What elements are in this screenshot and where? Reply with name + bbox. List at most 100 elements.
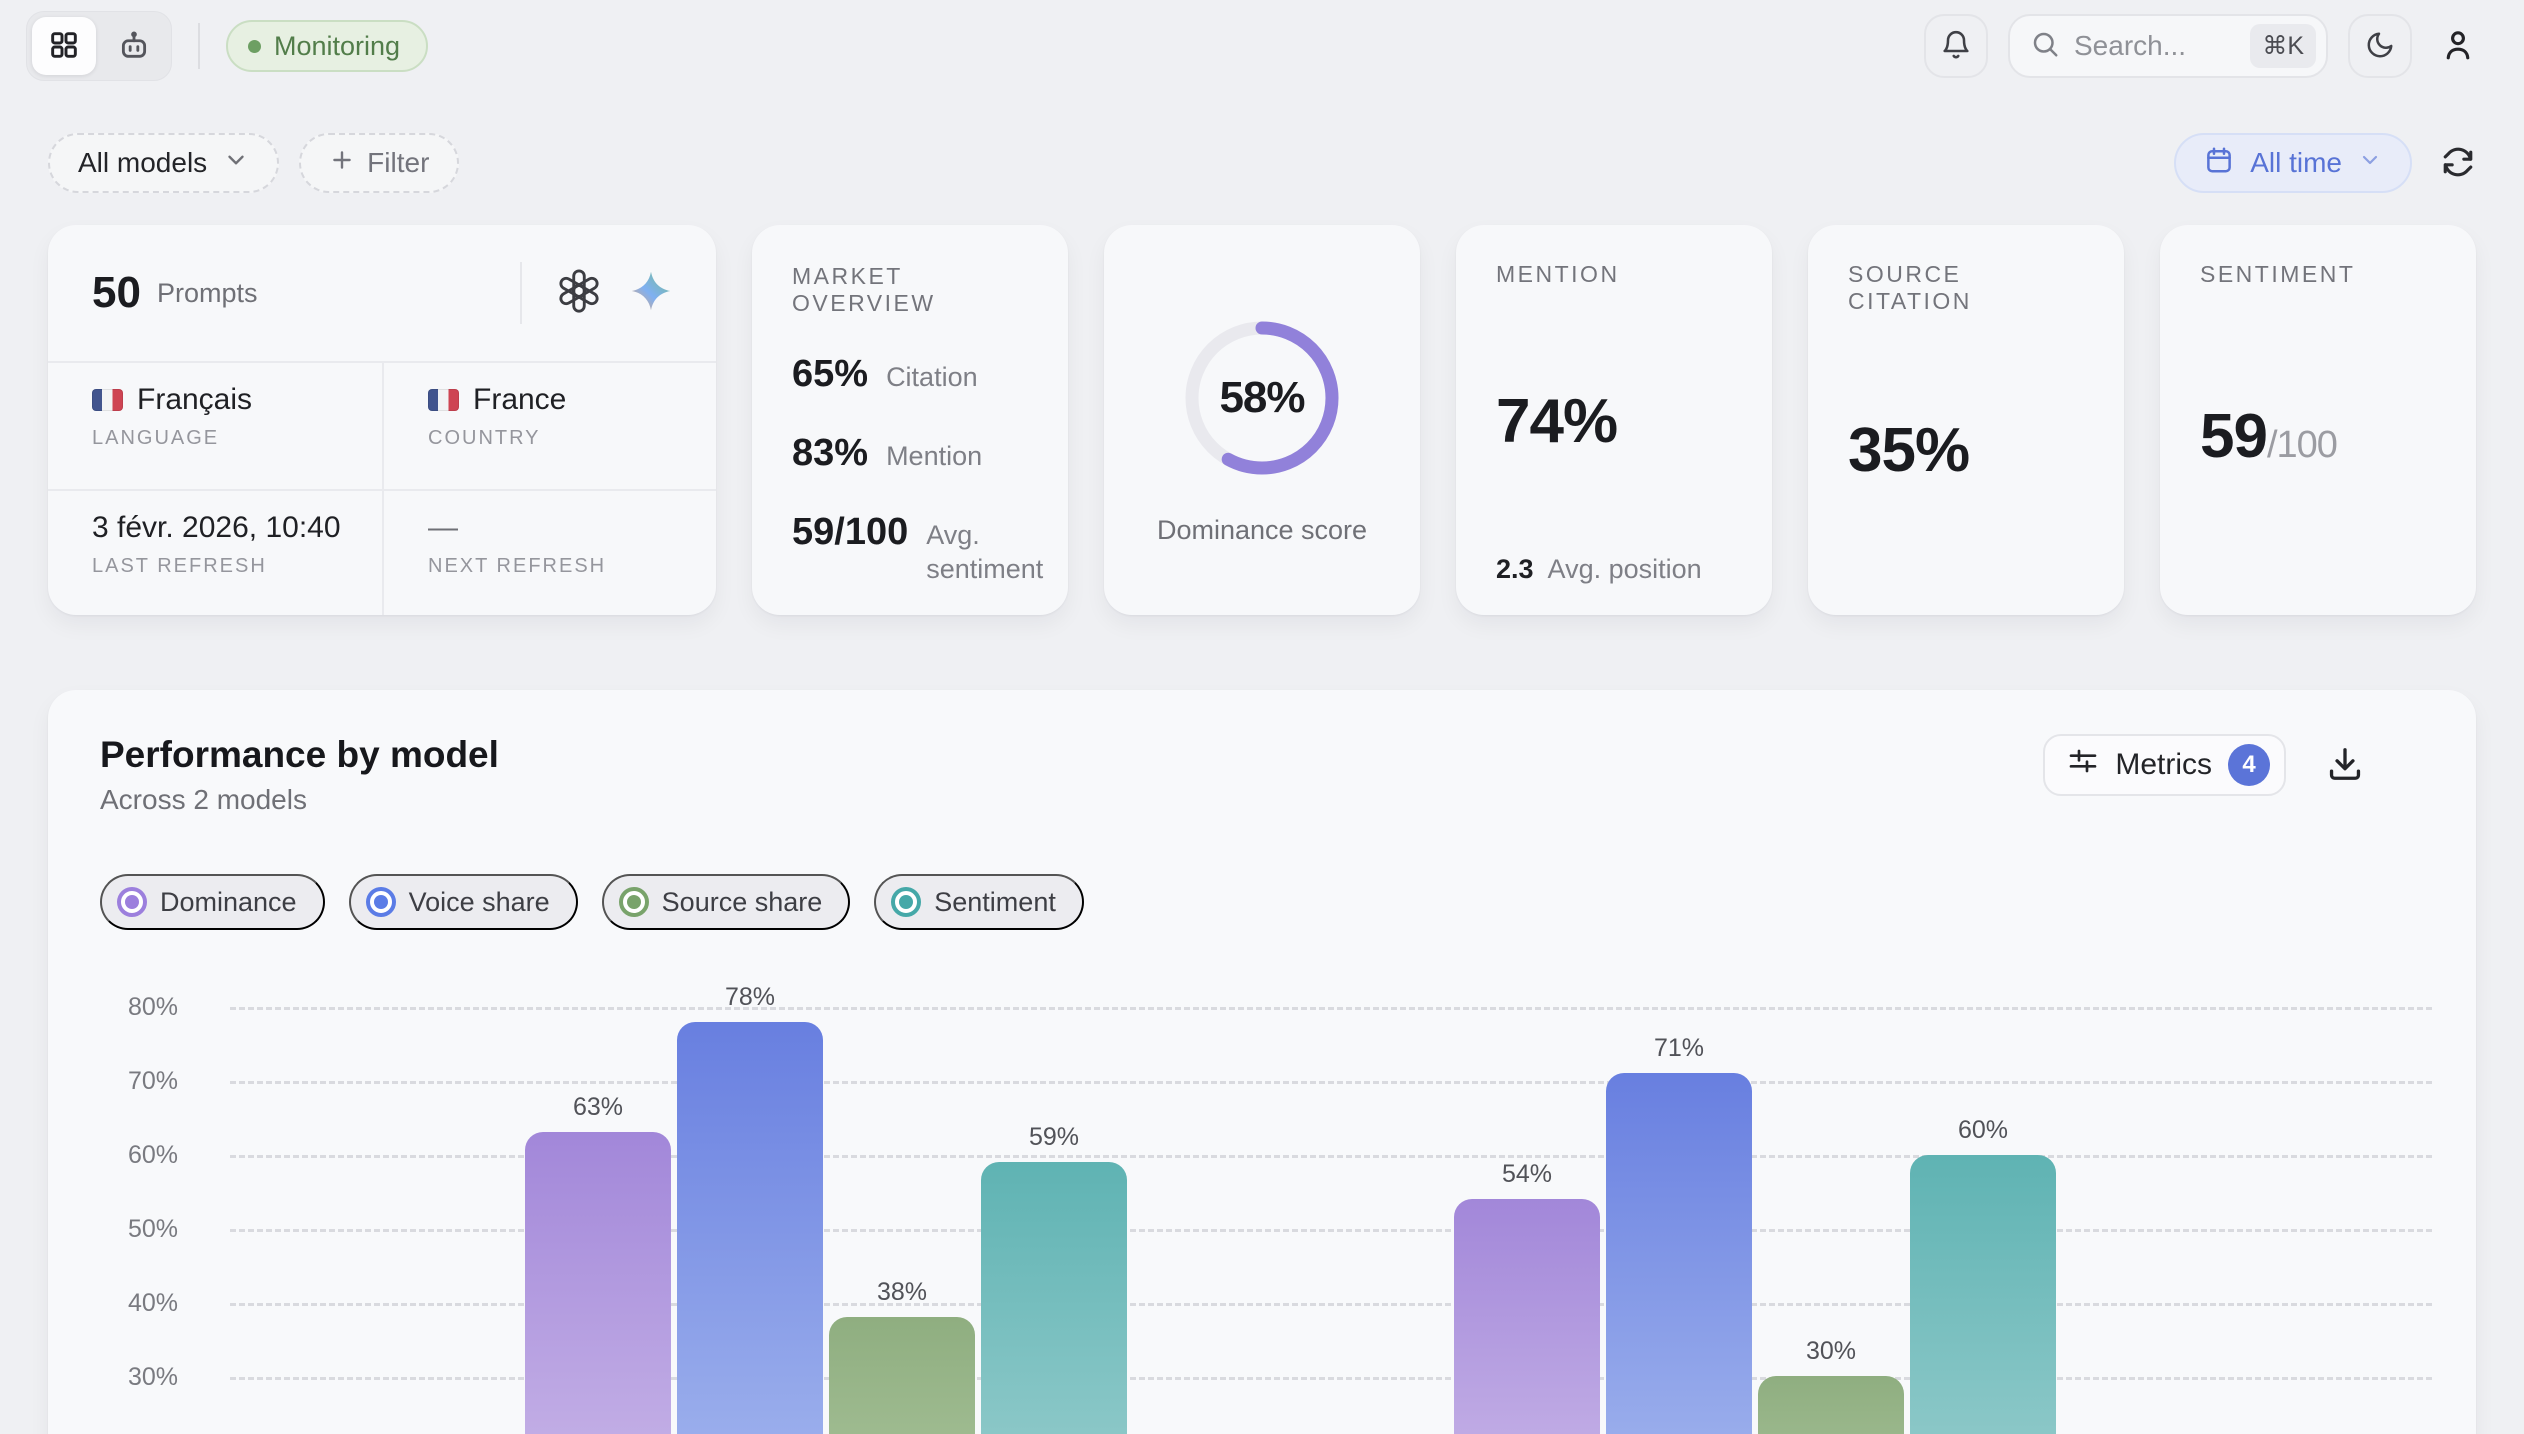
moon-icon (2365, 30, 2395, 63)
last-refresh-cell: 3 févr. 2026, 10:40 LAST REFRESH (48, 489, 382, 615)
performance-title: Performance by model (100, 734, 499, 775)
y-axis-tick: 30% (127, 1363, 178, 1391)
mention-value: 74% (1496, 386, 1618, 456)
time-range-value: All time (2250, 147, 2342, 178)
market-overview-title: MARKET OVERVIEW (792, 263, 936, 316)
sentiment-title: SENTIMENT (2200, 261, 2356, 287)
prompts-card-details: Français LANGUAGE France COUNTRY 3 févr.… (48, 363, 716, 615)
legend-dot-icon (117, 887, 147, 917)
chart-bar-voice-share[interactable] (677, 1021, 823, 1434)
country-value: France (473, 383, 567, 416)
metrics-button-label: Metrics (2115, 748, 2212, 781)
theme-toggle-button[interactable] (2348, 14, 2412, 78)
chart-gridline (230, 1007, 2432, 1010)
chart-bar-source-share[interactable] (829, 1316, 975, 1434)
bar-value-label: 71% (1653, 1034, 1705, 1063)
mention-card: MENTION 74% 2.3 Avg. position (1456, 225, 1772, 615)
calendar-icon (2204, 145, 2234, 182)
chevron-down-icon (223, 147, 249, 180)
performance-bar-chart: 80% 70% 60% 50% 40% 30% 63% 54% 78% 71% 38% 30% 59% 6… (48, 960, 2476, 1434)
last-refresh-label: LAST REFRESH (92, 555, 267, 577)
next-refresh-label: NEXT REFRESH (428, 555, 607, 577)
chart-gridline (230, 1081, 2432, 1084)
performance-controls: Metrics 4 (2043, 734, 2364, 796)
dominance-value: 58% (1219, 373, 1305, 422)
next-refresh-value: — (428, 511, 458, 544)
legend-chip-source-share[interactable]: Source share (601, 874, 851, 930)
notifications-button[interactable] (1924, 14, 1988, 78)
model-filter-select[interactable]: All models (48, 133, 280, 193)
y-axis-tick: 40% (127, 1289, 178, 1317)
market-overview-row: 59/100 Avg. sentiment (792, 511, 1044, 584)
plus-icon (329, 147, 355, 180)
sentiment-value: 59/100 (2200, 402, 2338, 471)
refresh-button[interactable] (2440, 144, 2476, 183)
chart-gridline (230, 1155, 2432, 1158)
chart-gridline (230, 1229, 2432, 1232)
status-dot-icon (248, 39, 261, 53)
country-cell: France COUNTRY (382, 363, 716, 489)
metrics-button[interactable]: Metrics 4 (2043, 734, 2286, 796)
top-bar: Monitoring Search... ⌘K (0, 0, 2524, 92)
dominance-ring-chart: 58% (1177, 313, 1347, 483)
chart-bar-sentiment[interactable] (1910, 1154, 2056, 1434)
view-switcher (26, 11, 172, 81)
openai-logo-icon (556, 268, 602, 319)
avg-position-label: Avg. position (1547, 554, 1702, 584)
legend-dot-icon (365, 887, 396, 917)
chevron-down-icon (2358, 147, 2382, 179)
dominance-label: Dominance score (1156, 515, 1368, 545)
bar-value-label: 54% (1501, 1159, 1553, 1188)
user-icon (2440, 27, 2476, 66)
prompts-label: Prompts (156, 277, 258, 308)
legend-chip-dominance[interactable]: Dominance (100, 874, 325, 930)
chart-gridline (230, 1377, 2432, 1380)
robot-icon (117, 28, 151, 65)
bar-value-label: 78% (724, 982, 776, 1011)
top-bar-actions: Search... ⌘K (1924, 14, 2484, 78)
y-axis-tick: 60% (127, 1141, 178, 1169)
performance-subtitle: Across 2 models (100, 784, 307, 815)
legend-chip-sentiment[interactable]: Sentiment (874, 874, 1084, 930)
mention-title: MENTION (1496, 261, 1620, 287)
chart-bar-dominance[interactable] (525, 1132, 671, 1434)
chart-bar-sentiment[interactable] (981, 1161, 1127, 1434)
add-filter-label: Filter (367, 147, 430, 178)
chart-bar-voice-share[interactable] (1606, 1073, 1752, 1434)
monitoring-status-badge[interactable]: Monitoring (226, 20, 429, 72)
y-axis-tick: 70% (127, 1067, 178, 1095)
account-button[interactable] (2432, 14, 2484, 78)
chart-bar-dominance[interactable] (1454, 1198, 1600, 1434)
source-citation-card: SOURCE CITATION 35% (1808, 225, 2124, 615)
legend-dot-icon (891, 887, 922, 917)
search-icon (2030, 29, 2060, 64)
performance-header: Performance by model Across 2 models Met… (100, 734, 2424, 816)
search-shortcut-badge: ⌘K (2250, 24, 2316, 68)
chart-bar-source-share[interactable] (1758, 1376, 1904, 1434)
refresh-icon (2440, 144, 2476, 183)
market-overview-card: MARKET OVERVIEW 65% Citation 83% Mention 59/… (752, 225, 1068, 615)
metrics-count-badge: 4 (2228, 744, 2270, 786)
grid-view-button[interactable] (32, 17, 96, 75)
search-input[interactable]: Search... ⌘K (2008, 14, 2328, 78)
grid-icon (48, 29, 80, 64)
bar-value-label: 60% (1957, 1115, 2009, 1144)
sentiment-card: SENTIMENT 59/100 (2160, 225, 2476, 615)
time-range-select[interactable]: All time (2174, 133, 2412, 193)
prompts-count: 50 (92, 268, 141, 317)
chart-gridline (230, 1303, 2432, 1306)
agents-view-button[interactable] (102, 17, 166, 75)
download-button[interactable] (2326, 745, 2364, 786)
market-overview-rows: 65% Citation 83% Mention 59/100 Avg. sentimen… (792, 353, 1044, 587)
country-label: COUNTRY (428, 427, 541, 449)
sentiment-suffix: /100 (2266, 424, 2338, 466)
divider (520, 262, 522, 324)
chart-legend: Dominance Voice share Source share Sentimen… (100, 874, 1084, 930)
france-flag-icon (428, 389, 459, 411)
add-filter-button[interactable]: Filter (299, 133, 460, 193)
legend-chip-voice-share[interactable]: Voice share (348, 874, 578, 930)
header-divider (198, 23, 200, 69)
last-refresh-value: 3 févr. 2026, 10:40 (92, 511, 341, 544)
stats-cards-row: 50 Prompts (48, 225, 2476, 615)
